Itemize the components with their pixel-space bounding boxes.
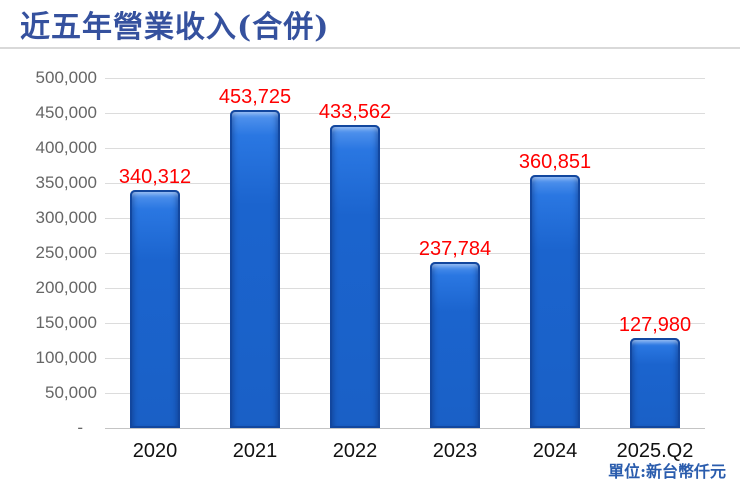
y-tick-label: 50,000 [45,383,97,402]
bar-2024 [530,175,580,428]
gridline [105,323,705,324]
x-tick-label: 2020 [132,440,178,462]
x-axis-line [105,428,705,429]
bar-2023 [430,261,480,428]
y-tick-label: 200,000 [35,278,97,297]
gridline [105,358,705,359]
y-tick-label: 500,000 [35,68,97,87]
bar-value-label: 127,980 [618,314,692,337]
bar-value-label: 453,725 [218,86,292,109]
y-tick-label: 350,000 [35,173,97,192]
bar-2025.Q2 [630,338,680,428]
gridline [105,218,705,219]
y-tick-label: - [77,418,83,437]
gridline [105,253,705,254]
y-tick-label: 100,000 [35,348,97,367]
gridline [105,183,705,184]
bar-value-label: 340,312 [118,165,192,188]
x-tick-label: 2023 [432,440,478,462]
gridline [105,393,705,394]
bar-2020 [130,189,180,428]
bar-2021 [230,110,280,428]
bar-value-label: 433,562 [318,100,392,123]
x-axis-labels: 2020 2021 2022 2023 2024 2025.Q2 [105,440,705,463]
bar-2022 [330,124,380,428]
y-tick-label: 300,000 [35,208,97,227]
y-tick-label: 250,000 [35,243,97,262]
y-tick-label: 150,000 [35,313,97,332]
x-tick-label: 2025.Q2 [616,440,694,462]
plot-area: 340,312 453,725 433,562 237,784 360,851 127,9… [105,78,705,429]
x-tick-label: 2024 [532,440,578,462]
gridline [105,78,705,79]
y-tick-label: 400,000 [35,138,97,157]
bar-value-label: 360,851 [518,151,592,174]
page-title: 近五年營業收入(合併) [20,10,330,45]
x-tick-label: 2022 [332,440,378,462]
x-tick-label: 2021 [232,440,278,462]
title-divider [0,47,740,49]
unit-label: 單位:新台幣仟元 [608,462,726,481]
gridline [105,113,705,114]
bar-value-label: 237,784 [418,237,492,260]
y-tick-label: 450,000 [35,103,97,122]
gridline [105,288,705,289]
gridline [105,148,705,149]
